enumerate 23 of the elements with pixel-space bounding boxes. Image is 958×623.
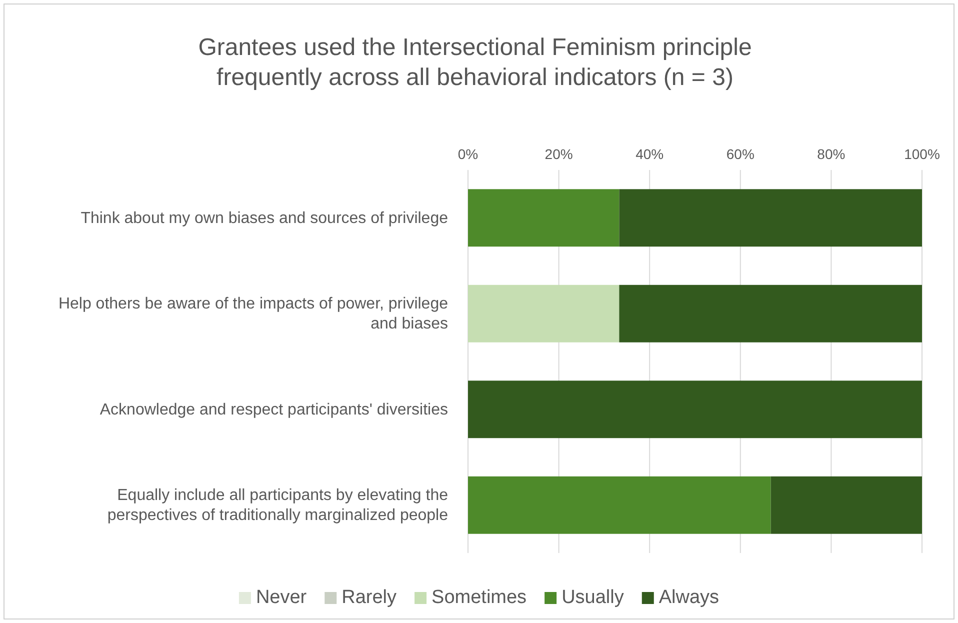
y-tick-label: Equally include all participants by elevating the perspectives of traditionally marginalized people: [107, 487, 448, 524]
legend-label: Rarely: [342, 587, 398, 608]
y-tick-label: Help others be aware of the impacts of power, privilege and biases: [58, 296, 448, 333]
x-tick-label: 40%: [636, 146, 664, 162]
y-tick-label: Acknowledge and respect participants' diversities: [100, 401, 448, 418]
bar: [770, 476, 922, 534]
x-tick-label: 100%: [904, 146, 940, 162]
legend-label: Usually: [562, 587, 624, 608]
x-tick-label: 60%: [726, 146, 754, 162]
legend-label: Never: [256, 587, 308, 608]
bar: [468, 284, 620, 342]
legend-label: Always: [658, 587, 720, 608]
x-tick-label: 80%: [817, 146, 846, 162]
bar: [619, 284, 922, 342]
bar: [619, 189, 922, 247]
bar: [468, 476, 771, 534]
legend-label: Sometimes: [432, 587, 527, 608]
x-tick-label: 20%: [544, 146, 573, 162]
bar: [468, 380, 922, 438]
x-tick-label: 0%: [458, 146, 478, 162]
y-tick-label: Think about my own biases and sources of privilege: [80, 210, 448, 227]
bar: [468, 189, 620, 247]
chart-title: Grantees used the Intersectional Feminism principle frequently across all behavioral indicators (n = 3): [198, 34, 752, 91]
